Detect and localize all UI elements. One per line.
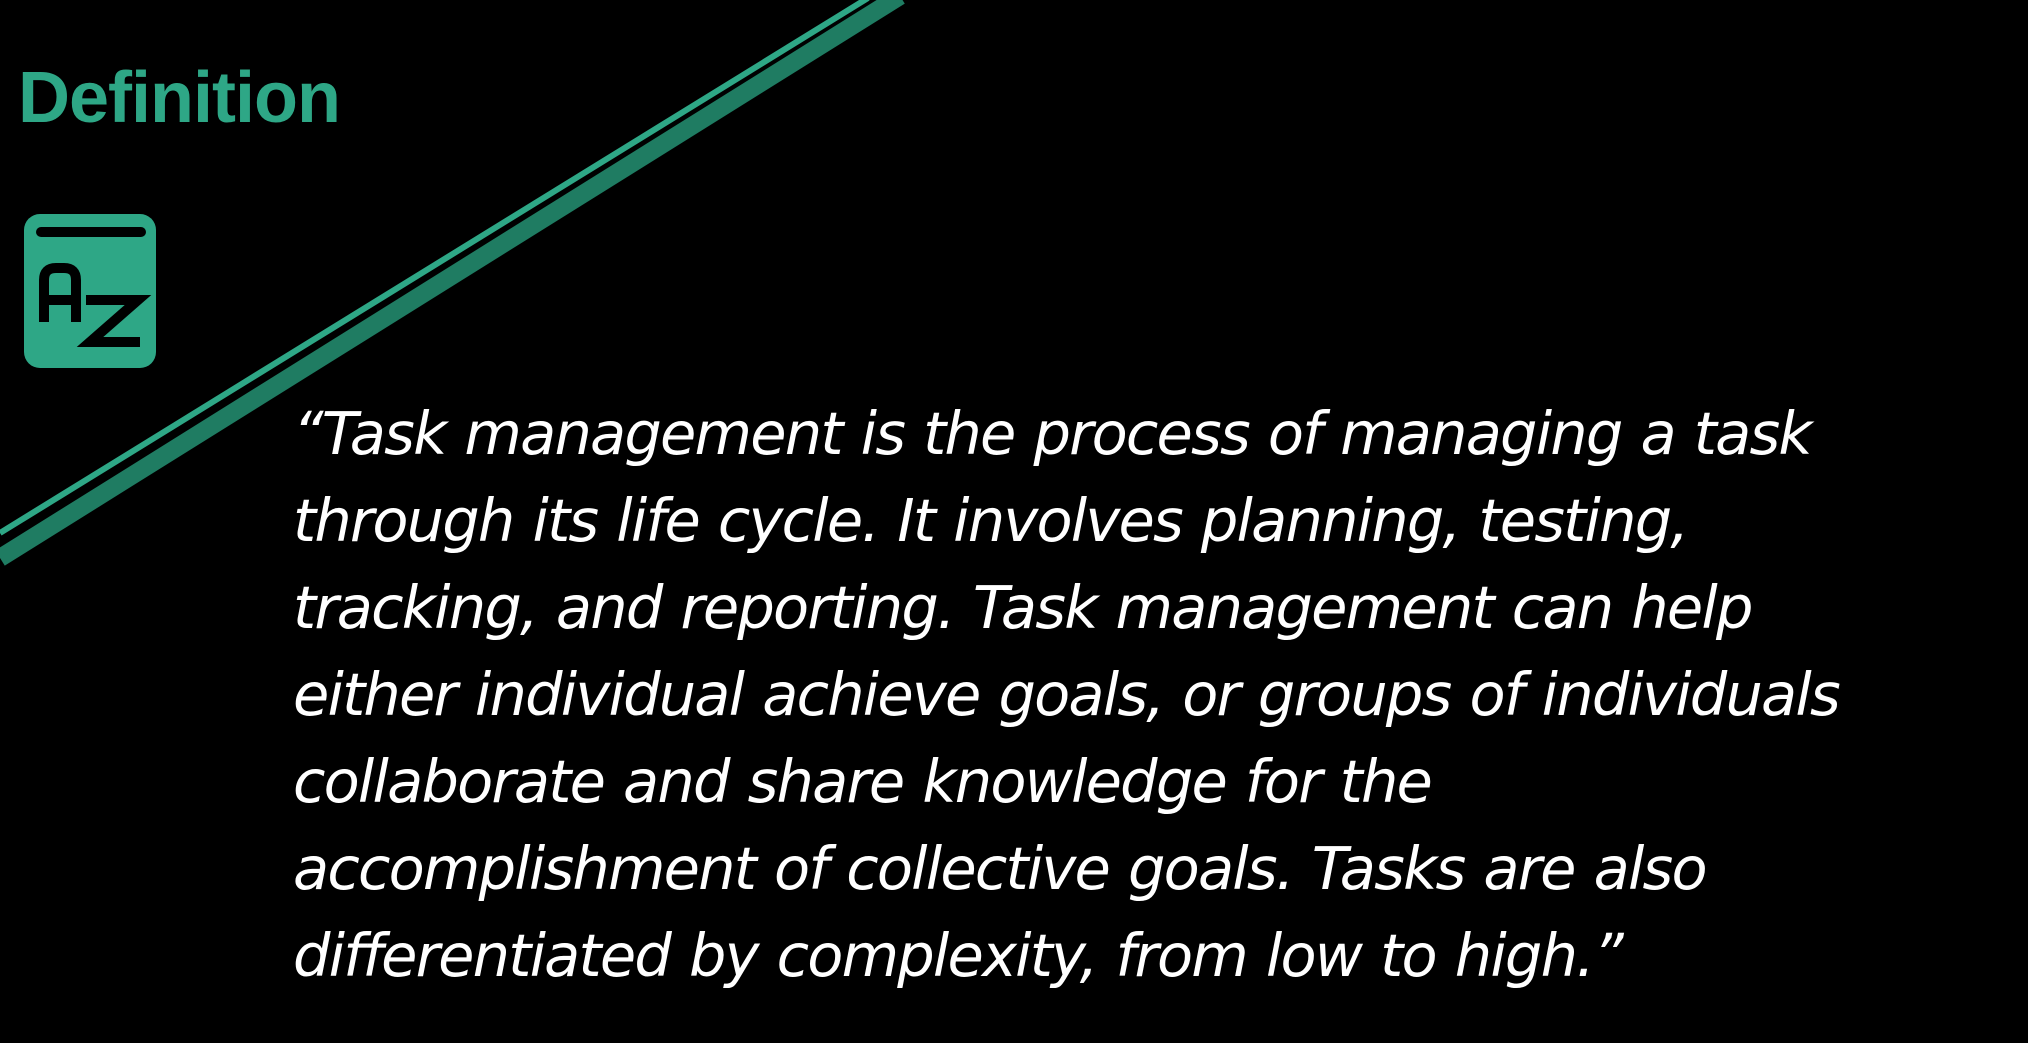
definition-quote: “Task management is the process of manag… <box>293 399 1841 990</box>
dictionary-az-icon <box>24 214 156 368</box>
page-title: Definition <box>18 58 341 138</box>
